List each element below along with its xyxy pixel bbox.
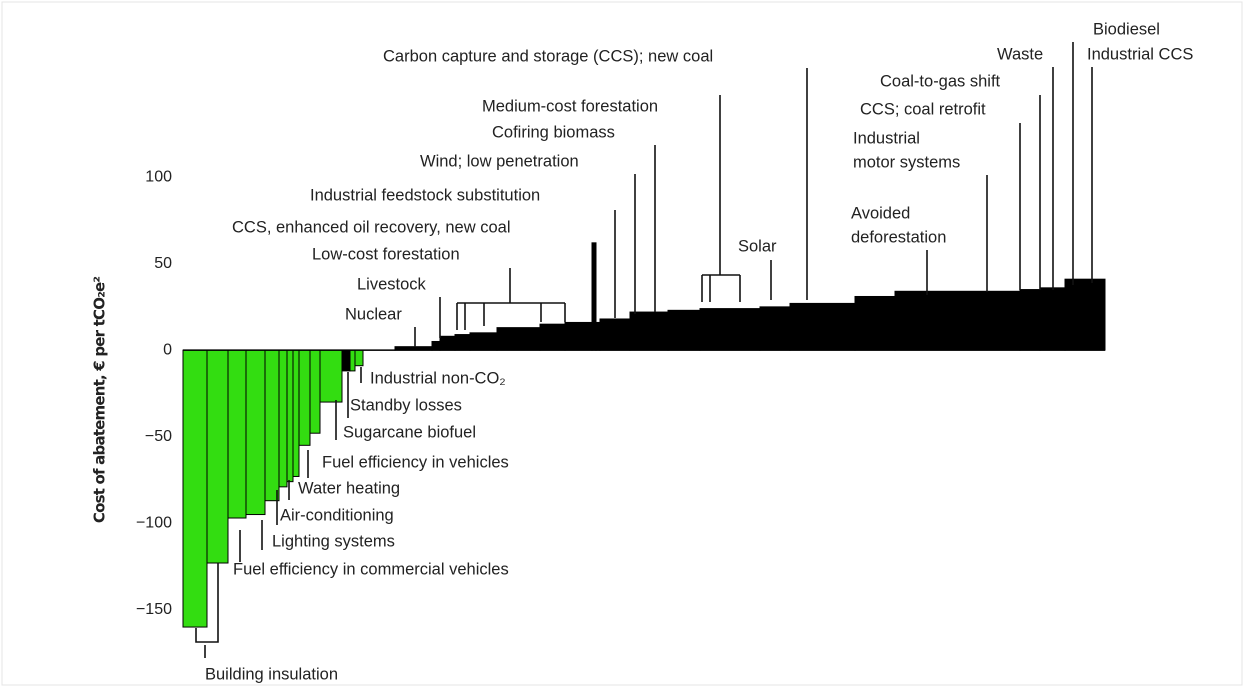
- y-axis-label: Cost of abatement, € per tCO₂e²: [91, 277, 109, 523]
- bar: [539, 323, 566, 351]
- annotation: Livestock: [357, 275, 427, 293]
- annotation: Building insulation: [205, 665, 338, 683]
- annotation: Waste: [997, 45, 1043, 63]
- annotation: Sugarcane biofuel: [343, 423, 476, 441]
- annotation: Wind; low penetration: [420, 152, 579, 170]
- bar: [591, 242, 597, 351]
- annotation: Industrial CCS: [1087, 45, 1193, 63]
- annotation: Biodiesel: [1093, 20, 1160, 38]
- annotation: Industrial non-CO₂: [370, 369, 506, 387]
- leader-line: [195, 563, 219, 643]
- bar: [286, 349, 294, 483]
- bar: [439, 335, 456, 351]
- bar: [1064, 278, 1106, 351]
- bar: [431, 340, 441, 351]
- annotation: Industrial feedstock substitution: [310, 186, 540, 204]
- bar: [1039, 287, 1066, 351]
- annotation: deforestation: [851, 228, 946, 246]
- bar: [206, 349, 229, 564]
- bar: [278, 349, 288, 488]
- bar: [264, 349, 280, 502]
- bar: [349, 349, 356, 372]
- annotation: motor systems: [853, 153, 960, 171]
- annotation: Standby losses: [350, 396, 462, 414]
- bar: [699, 308, 761, 351]
- annotation: CCS; coal retrofit: [860, 100, 986, 118]
- annotation: Fuel efficiency in commercial vehicles: [233, 560, 509, 578]
- annotation: Coal-to-gas shift: [880, 72, 1001, 90]
- bar: [309, 349, 321, 434]
- annotation: Water heating: [298, 479, 400, 497]
- bar: [341, 349, 351, 372]
- annotation: Solar: [738, 237, 777, 255]
- annotation: Industrial: [853, 129, 920, 147]
- annotation: Avoided: [851, 204, 910, 222]
- bar: [564, 321, 593, 351]
- bar: [599, 318, 631, 351]
- bar: [454, 334, 471, 351]
- bar: [469, 332, 498, 351]
- bar: [595, 321, 601, 351]
- bar: [245, 349, 266, 516]
- annotation: Air-conditioning: [280, 506, 394, 524]
- bar: [667, 309, 701, 351]
- annotation: Carbon capture and storage (CCS); new co…: [383, 47, 713, 65]
- y-tick-label: 0: [163, 341, 172, 358]
- bar: [629, 311, 669, 351]
- annotation: Lighting systems: [272, 532, 395, 550]
- annotation: CCS, enhanced oil recovery, new coal: [232, 218, 511, 236]
- bar: [319, 349, 343, 403]
- annotation: Fuel efficiency in vehicles: [322, 453, 509, 471]
- annotation: Low-cost forestation: [312, 245, 460, 263]
- bar: [496, 327, 541, 351]
- annotation: Cofiring biomass: [492, 123, 615, 141]
- y-tick-label: −100: [136, 514, 172, 531]
- bar: [292, 349, 300, 477]
- y-tick-label: 50: [154, 255, 172, 272]
- bar: [182, 349, 208, 628]
- annotation: Nuclear: [345, 305, 402, 323]
- bar: [854, 295, 896, 351]
- bar: [298, 349, 311, 446]
- bar: [789, 302, 856, 351]
- y-tick-label: 100: [145, 168, 172, 185]
- bar: [227, 349, 247, 519]
- y-tick-label: −150: [136, 601, 172, 618]
- y-tick-label: −50: [145, 428, 172, 445]
- bar: [354, 349, 364, 367]
- annotation: Medium-cost forestation: [482, 97, 658, 115]
- bar: [894, 290, 1021, 351]
- bar: [759, 306, 791, 351]
- bar: [1019, 289, 1041, 351]
